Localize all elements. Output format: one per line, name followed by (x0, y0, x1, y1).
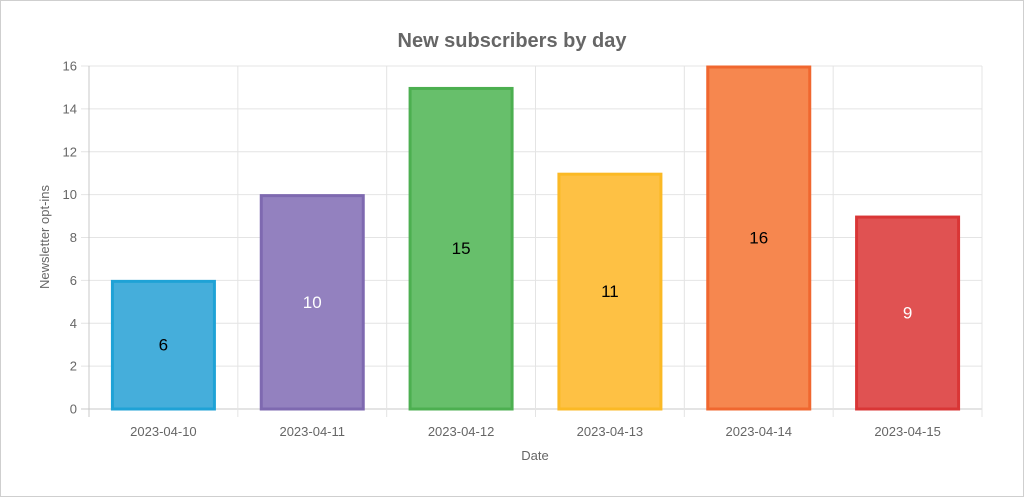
y-tick-label: 10 (63, 187, 77, 202)
label-layer: 0 2 4 6 8 10 12 14 16 6 2023-04-10 10 2023-04-11 15 20… (63, 59, 941, 440)
bar[interactable] (855, 215, 961, 411)
bar[interactable] (408, 86, 514, 411)
y-tick-label: 6 (70, 273, 77, 288)
bar[interactable] (557, 172, 663, 411)
bar-value-label: 15 (452, 239, 471, 258)
bar-value-label: 11 (601, 282, 619, 301)
chart-title: New subscribers by day (397, 30, 627, 52)
bar[interactable] (110, 279, 216, 411)
bar-value-label: 10 (303, 293, 322, 312)
y-tick-label: 0 (70, 402, 77, 417)
bar-layer (110, 65, 961, 411)
bar[interactable] (259, 194, 365, 411)
grid-layer (81, 65, 983, 417)
y-tick-label: 16 (63, 59, 77, 74)
x-tick-label: 2023-04-14 (726, 424, 793, 439)
y-tick-label: 8 (70, 230, 77, 245)
bar-value-label: 9 (903, 304, 912, 323)
x-tick-label: 2023-04-13 (577, 424, 644, 439)
x-tick-label: 2023-04-15 (874, 424, 941, 439)
bar[interactable] (706, 65, 812, 411)
y-axis-title: Newsletter opt-ins (37, 184, 52, 289)
x-axis-title: Date (521, 448, 548, 463)
y-tick-label: 14 (63, 101, 77, 116)
y-tick-label: 2 (70, 359, 77, 374)
bar-value-label: 6 (159, 336, 168, 355)
x-tick-label: 2023-04-12 (428, 424, 495, 439)
x-tick-label: 2023-04-10 (130, 424, 197, 439)
x-tick-label: 2023-04-11 (279, 424, 345, 439)
y-tick-label: 12 (63, 144, 77, 159)
bar-value-label: 16 (749, 229, 768, 248)
y-tick-label: 4 (70, 316, 77, 331)
